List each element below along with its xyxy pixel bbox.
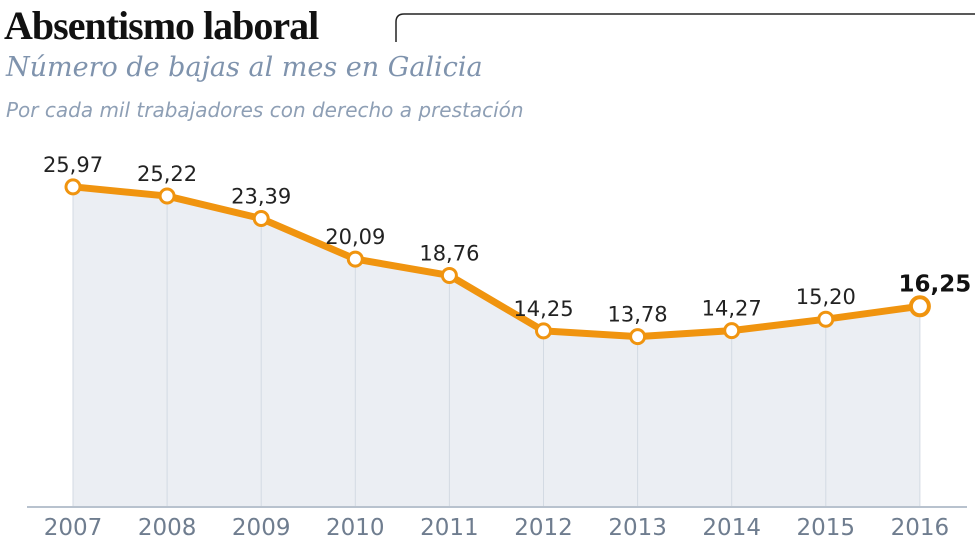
series-line <box>72 183 921 341</box>
x-tick-label: 2010 <box>326 515 385 541</box>
data-point <box>817 310 835 328</box>
data-point <box>64 178 82 196</box>
x-tick-label: 2015 <box>797 515 856 541</box>
data-point <box>629 328 647 346</box>
data-point <box>252 210 270 228</box>
data-label: 25,97 <box>43 153 103 177</box>
data-label: 18,76 <box>419 241 479 265</box>
data-label: 25,22 <box>137 162 197 186</box>
data-label: 16,25 <box>899 271 972 297</box>
x-tick-label: 2011 <box>420 515 479 541</box>
x-tick-label: 2009 <box>232 515 291 541</box>
x-tick-label: 2007 <box>44 515 103 541</box>
x-tick-label: 2016 <box>891 515 950 541</box>
x-tick-label: 2012 <box>514 515 573 541</box>
data-label: 14,27 <box>702 297 762 321</box>
data-point <box>535 322 552 340</box>
x-tick-label: 2014 <box>702 515 761 541</box>
title-frame <box>395 13 975 42</box>
data-point <box>346 250 364 268</box>
data-label: 23,39 <box>231 185 291 209</box>
area-fill <box>73 186 920 506</box>
chart-subtitle: Número de bajas al mes en Galicia <box>6 52 483 83</box>
x-tick-label: 2013 <box>608 515 667 541</box>
data-point <box>908 295 931 318</box>
data-point <box>440 266 458 284</box>
chart-note: Por cada mil trabajadores con derecho a … <box>6 98 524 122</box>
chart-title: Absentismo laboral <box>4 3 319 48</box>
data-label: 20,09 <box>325 225 385 249</box>
data-point <box>158 187 176 205</box>
data-label: 14,25 <box>513 297 573 321</box>
data-point <box>723 322 741 340</box>
data-label: 13,78 <box>608 303 668 327</box>
x-tick-label: 2008 <box>138 515 197 541</box>
data-label: 15,20 <box>796 285 856 309</box>
